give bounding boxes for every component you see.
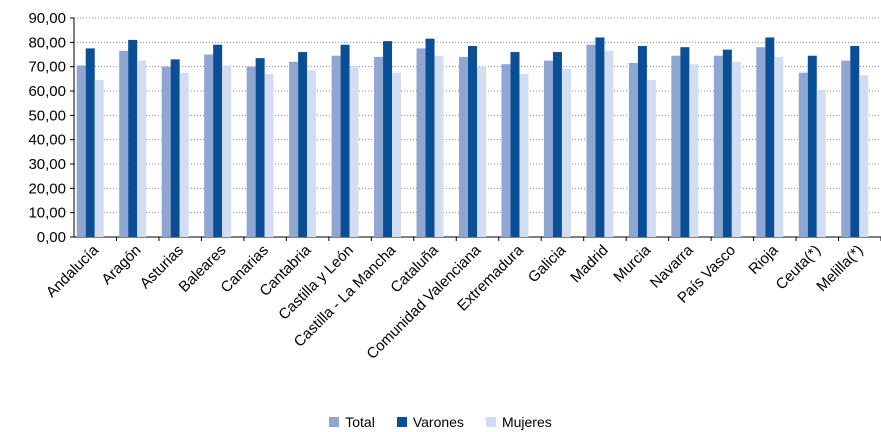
bar-varones — [510, 52, 520, 237]
bar-total — [459, 56, 468, 237]
legend-swatch-mujeres — [485, 417, 496, 427]
bar-varones — [85, 48, 95, 237]
bar-total — [586, 44, 596, 238]
bar-mujeres — [349, 66, 359, 238]
bar-total — [289, 61, 299, 237]
bar-total — [798, 72, 808, 237]
bar-varones — [807, 55, 817, 237]
legend-item-varones: Varones — [396, 414, 464, 430]
bar-mujeres — [137, 60, 147, 238]
bar-total — [204, 54, 214, 237]
bar-total — [543, 60, 553, 238]
y-tick-label: 20,00 — [28, 180, 66, 197]
bar-varones — [765, 37, 775, 237]
x-tick-label: Andalucía — [43, 241, 103, 301]
y-tick-label: 10,00 — [28, 205, 66, 222]
bar-varones — [128, 39, 138, 238]
bar-mujeres — [519, 73, 529, 237]
y-tick-label: 50,00 — [28, 107, 66, 124]
bar-varones — [637, 45, 647, 237]
bar-mujeres — [604, 50, 614, 237]
bar-varones — [255, 58, 265, 238]
x-tick-label: Galicia — [525, 241, 570, 286]
legend-swatch-varones — [396, 417, 407, 427]
bar-mujeres — [179, 72, 189, 237]
x-tick-label: Madrid — [567, 242, 611, 286]
bar-varones — [595, 37, 605, 237]
bar-varones — [680, 47, 690, 238]
x-tick-label: Castilla y León — [275, 242, 357, 324]
bar-varones — [552, 52, 562, 237]
y-tick-label: 60,00 — [28, 83, 66, 100]
bar-mujeres — [307, 70, 317, 237]
bar-mujeres — [646, 80, 656, 237]
bar-mujeres — [731, 61, 741, 237]
y-tick-label: 0,00 — [37, 229, 66, 246]
bar-total — [628, 63, 638, 238]
y-tick-label: 40,00 — [28, 132, 66, 149]
bar-varones — [298, 52, 308, 237]
bar-mujeres — [774, 56, 784, 237]
bar-varones — [383, 41, 393, 237]
legend-label-varones: Varones — [412, 414, 464, 430]
legend: Total Varones Mujeres — [0, 412, 881, 432]
bar-varones — [850, 45, 860, 237]
bar-mujeres — [477, 66, 486, 238]
bar-mujeres — [222, 65, 232, 237]
bar-varones — [468, 45, 477, 237]
bar-total — [374, 56, 384, 237]
bar-total — [841, 60, 851, 238]
bar-mujeres — [434, 55, 444, 237]
bar-total — [501, 64, 511, 237]
legend-item-total: Total — [329, 414, 375, 430]
bar-mujeres — [94, 80, 104, 237]
bar-varones — [425, 38, 435, 237]
bar-mujeres — [392, 72, 402, 237]
bar-total — [671, 55, 681, 237]
y-tick-label: 30,00 — [28, 156, 66, 173]
bar-total — [416, 48, 426, 237]
x-tick-label: Melilla(*) — [813, 242, 866, 295]
bar-mujeres — [689, 64, 699, 237]
bar-varones — [213, 44, 223, 238]
bar-total — [161, 66, 171, 238]
legend-swatch-total — [329, 417, 340, 427]
bar-total — [119, 50, 129, 237]
y-tick-label: 80,00 — [28, 34, 66, 51]
bar-total — [246, 66, 256, 238]
bar-total — [76, 65, 86, 237]
bar-varones — [340, 44, 350, 238]
bar-mujeres — [859, 75, 869, 237]
legend-item-mujeres: Mujeres — [485, 414, 552, 430]
bar-total — [713, 55, 723, 237]
legend-label-mujeres: Mujeres — [501, 414, 552, 430]
legend-label-total: Total — [345, 414, 375, 430]
bar-varones — [722, 49, 732, 238]
y-tick-label: 90,00 — [28, 10, 66, 27]
bar-mujeres — [561, 69, 571, 237]
bar-varones — [170, 59, 180, 237]
y-tick-label: 70,00 — [28, 59, 66, 76]
x-tick-label: Rioja — [745, 241, 782, 278]
bar-mujeres — [816, 89, 826, 238]
bar-mujeres — [264, 73, 274, 237]
bar-total — [756, 47, 766, 238]
bar-total — [331, 55, 341, 237]
chart-svg: 0,00 10,00 20,00 30,00 40,00 50,00 60,00 70,00 8… — [28, 10, 881, 363]
